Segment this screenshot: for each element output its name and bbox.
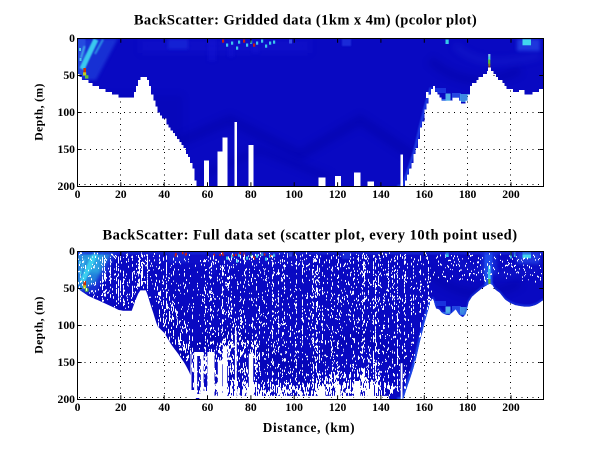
svg-text:140: 140 — [372, 188, 390, 201]
svg-text:50: 50 — [63, 282, 75, 295]
svg-text:0: 0 — [69, 245, 75, 258]
svg-text:40: 40 — [158, 401, 170, 414]
svg-text:20: 20 — [115, 188, 127, 201]
svg-text:120: 120 — [329, 188, 347, 201]
svg-text:60: 60 — [202, 401, 214, 414]
svg-text:80: 80 — [245, 401, 257, 414]
svg-text:200: 200 — [502, 188, 520, 201]
svg-text:200: 200 — [502, 401, 520, 414]
svg-text:Depth, (m): Depth, (m) — [33, 296, 46, 353]
svg-text:Depth, (m): Depth, (m) — [33, 83, 46, 140]
svg-text:200: 200 — [57, 180, 75, 193]
svg-text:120: 120 — [329, 401, 347, 414]
svg-text:100: 100 — [57, 319, 75, 332]
svg-text:150: 150 — [57, 143, 75, 156]
svg-text:60: 60 — [202, 188, 214, 201]
svg-text:BackScatter: Full data set (sc: BackScatter: Full data set (scatter plot… — [102, 227, 517, 243]
svg-text:180: 180 — [459, 401, 477, 414]
svg-text:180: 180 — [459, 188, 477, 201]
svg-text:100: 100 — [57, 106, 75, 119]
svg-text:100: 100 — [285, 188, 303, 201]
svg-text:0: 0 — [75, 401, 81, 414]
svg-text:100: 100 — [285, 401, 303, 414]
svg-text:80: 80 — [245, 188, 257, 201]
svg-text:140: 140 — [372, 401, 390, 414]
svg-text:160: 160 — [416, 188, 434, 201]
svg-text:0: 0 — [75, 188, 81, 201]
svg-text:160: 160 — [416, 401, 434, 414]
svg-text:40: 40 — [158, 188, 170, 201]
svg-text:Distance, (km): Distance, (km) — [263, 420, 356, 435]
svg-text:20: 20 — [115, 401, 127, 414]
svg-text:BackScatter: Gridded data (1km: BackScatter: Gridded data (1km x 4m) (pc… — [134, 13, 477, 29]
svg-text:50: 50 — [63, 69, 75, 82]
svg-text:0: 0 — [69, 32, 75, 45]
svg-text:150: 150 — [57, 356, 75, 369]
svg-text:200: 200 — [57, 393, 75, 406]
